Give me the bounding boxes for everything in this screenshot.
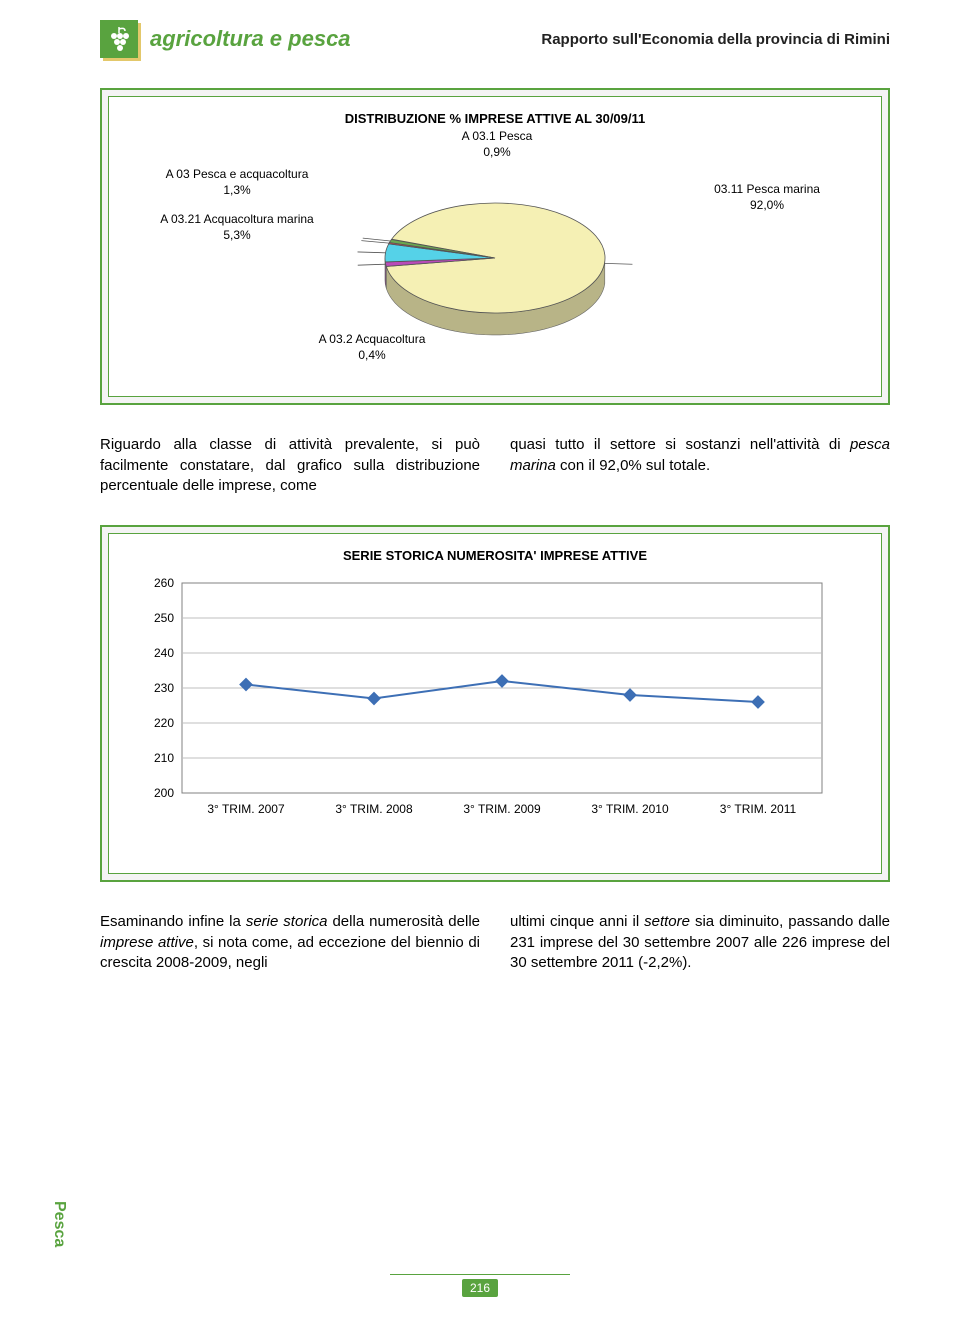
line-chart-frame: SERIE STORICA NUMEROSITA' IMPRESE ATTIVE… <box>100 525 890 882</box>
para1-right-b: con il 92,0% sul totale. <box>556 457 710 474</box>
para1-right-a: quasi tutto il settore si sostanzi nell'… <box>510 436 850 453</box>
svg-text:250: 250 <box>154 611 174 625</box>
pie-slice-label: A 03.1 Pesca0,9% <box>417 128 577 160</box>
paragraph-1-right: quasi tutto il settore si sostanzi nell'… <box>510 435 890 497</box>
header-left: agricoltura e pesca <box>100 20 351 58</box>
svg-text:200: 200 <box>154 786 174 800</box>
line-chart-title: SERIE STORICA NUMEROSITA' IMPRESE ATTIVE <box>127 548 863 563</box>
line-chart-svg: 200 210 220 230 240 250 260 3° TRIM. 2007 3° TRI… <box>127 573 847 833</box>
svg-text:260: 260 <box>154 576 174 590</box>
svg-text:3° TRIM. 2010: 3° TRIM. 2010 <box>591 802 669 816</box>
para2-right-a: ultimi cinque anni il <box>510 913 644 930</box>
paragraph-2-left: Esaminando infine la serie storica della… <box>100 912 480 974</box>
pie-slice-label: A 03.21 Acquacoltura marina5,3% <box>157 211 317 243</box>
pie-chart-title: DISTRIBUZIONE % IMPRESE ATTIVE AL 30/09/… <box>127 111 863 126</box>
svg-text:210: 210 <box>154 751 174 765</box>
page-header: agricoltura e pesca Rapporto sull'Econom… <box>100 20 890 58</box>
para2-left-b: della numerosità delle <box>328 913 481 930</box>
paragraph-1-left: Riguardo alla classe di attività prevale… <box>100 435 480 497</box>
paragraph-2: Esaminando infine la serie storica della… <box>100 912 890 974</box>
pie-chart-area: A 03.1 Pesca0,9%A 03 Pesca e acquacoltur… <box>127 136 863 376</box>
para2-right-it: settore <box>644 913 690 930</box>
logo-wrap <box>100 20 138 58</box>
line-chart-panel: SERIE STORICA NUMEROSITA' IMPRESE ATTIVE… <box>108 533 882 874</box>
paragraph-2-right: ultimi cinque anni il settore sia diminu… <box>510 912 890 974</box>
svg-text:3° TRIM. 2011: 3° TRIM. 2011 <box>720 802 797 816</box>
para2-left-a: Esaminando infine la <box>100 913 246 930</box>
svg-text:3° TRIM. 2007: 3° TRIM. 2007 <box>207 802 285 816</box>
section-title: agricoltura e pesca <box>150 26 351 52</box>
pie-slice-label: 03.11 Pesca marina92,0% <box>687 181 847 213</box>
pie-slice-label: A 03 Pesca e acquacoltura1,3% <box>157 166 317 198</box>
svg-text:3° TRIM. 2009: 3° TRIM. 2009 <box>463 802 541 816</box>
line-chart-area: 200 210 220 230 240 250 260 3° TRIM. 2007 3° TRI… <box>127 573 863 853</box>
footer-divider <box>390 1274 570 1275</box>
pie-chart-frame: DISTRIBUZIONE % IMPRESE ATTIVE AL 30/09/… <box>100 88 890 405</box>
svg-text:220: 220 <box>154 716 174 730</box>
report-title: Rapporto sull'Economia della provincia d… <box>541 31 890 48</box>
side-tab-label: Pesca <box>50 1201 68 1247</box>
grape-icon <box>100 20 138 58</box>
paragraph-1: Riguardo alla classe di attività prevale… <box>100 435 890 497</box>
pie-slice-label: A 03.2 Acquacoltura0,4% <box>292 331 452 363</box>
svg-text:3° TRIM. 2008: 3° TRIM. 2008 <box>335 802 413 816</box>
svg-text:230: 230 <box>154 681 174 695</box>
svg-text:240: 240 <box>154 646 174 660</box>
para2-left-it2: imprese attive <box>100 934 194 951</box>
pie-chart-panel: DISTRIBUZIONE % IMPRESE ATTIVE AL 30/09/… <box>108 96 882 397</box>
para2-left-it1: serie storica <box>246 913 328 930</box>
page-number: 216 <box>462 1279 498 1297</box>
page-footer: 216 <box>390 1274 570 1297</box>
